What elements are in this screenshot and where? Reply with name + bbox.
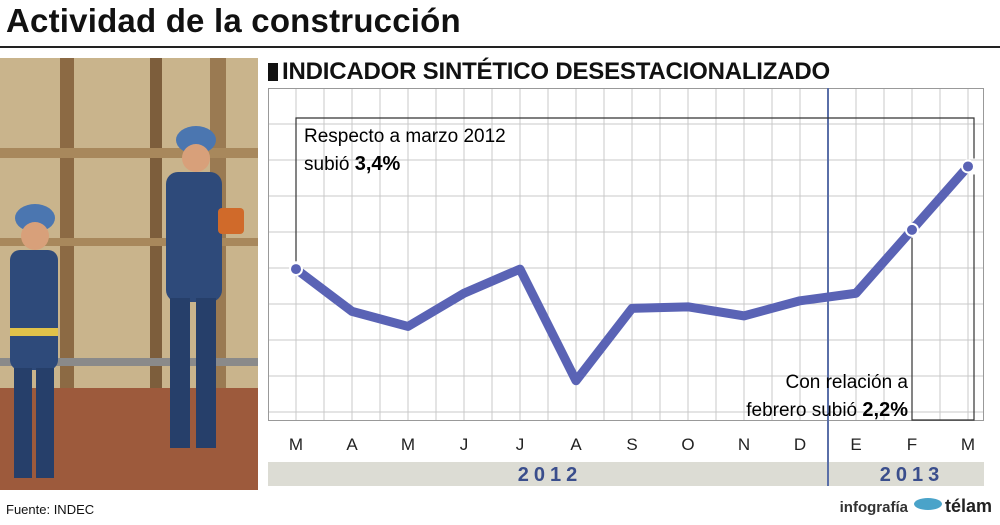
chart-title-text: INDICADOR SINTÉTICO DESESTACIONALIZADO — [282, 58, 830, 85]
data-point-marker — [289, 262, 303, 277]
annotation-top-prefix: subió — [304, 154, 355, 175]
x-tick-label: S — [626, 435, 637, 454]
annotation-bottom-line2: febrero subió 2,2% — [746, 399, 908, 421]
x-tick-label: O — [681, 435, 694, 454]
x-tick-label: A — [570, 435, 582, 454]
x-tick-label: M — [289, 435, 303, 454]
data-point-marker — [961, 159, 975, 174]
series-markers — [289, 159, 975, 277]
annotation-bottom-line1: Con relación a — [785, 372, 908, 393]
annotation-connectors — [295, 117, 975, 421]
x-tick-label: A — [346, 435, 358, 454]
x-tick-label: F — [907, 435, 917, 454]
x-tick-label: J — [516, 435, 525, 454]
telam-logo-icon — [913, 498, 942, 510]
annotation-top: Respecto a marzo 2012 subió 3,4% — [304, 126, 506, 175]
annotation-top-value: 3,4% — [355, 153, 401, 175]
credit-brand: télam — [944, 496, 992, 516]
x-tick-label: E — [850, 435, 861, 454]
connector-top — [295, 117, 975, 262]
year-band-background — [268, 462, 984, 486]
line-chart: M A M J J A S O N D E F M 2012 2013 Respecto a marzo… — [268, 88, 984, 486]
x-tick-label: M — [401, 435, 415, 454]
chart-subtitle: INDICADOR SINTÉTICO DESESTACIONALIZADO — [268, 58, 830, 86]
chart-frame — [268, 88, 984, 421]
annotation-bottom-value: 2,2% — [862, 399, 908, 421]
page-title: Actividad de la construcción — [6, 2, 461, 39]
year-label-2013: 2013 — [880, 464, 945, 486]
x-tick-label: J — [460, 435, 469, 454]
credit-label: infografía — [839, 499, 908, 516]
annotation-top-line1: Respecto a marzo 2012 — [304, 126, 506, 147]
annotation-top-line2: subió 3,4% — [304, 153, 401, 175]
source-note: Fuente: INDEC — [6, 502, 95, 517]
square-bullet-icon — [268, 63, 278, 81]
series-line — [291, 161, 973, 386]
x-tick-label: D — [794, 435, 806, 454]
credit: infografía télam — [840, 496, 992, 517]
title-divider — [0, 46, 1000, 48]
annotation-bottom-prefix: febrero subió — [746, 400, 862, 421]
x-tick-label: M — [961, 435, 975, 454]
plot-border — [268, 88, 984, 421]
series-line-path — [291, 161, 973, 386]
connector-bottom — [911, 174, 975, 421]
x-tick-label: N — [738, 435, 750, 454]
year-label-2012: 2012 — [518, 464, 583, 486]
construction-photo — [0, 58, 258, 490]
data-point-marker — [905, 222, 919, 237]
annotation-bottom: Con relación a febrero subió 2,2% — [746, 372, 908, 421]
year-band: 2012 2013 — [268, 462, 984, 486]
